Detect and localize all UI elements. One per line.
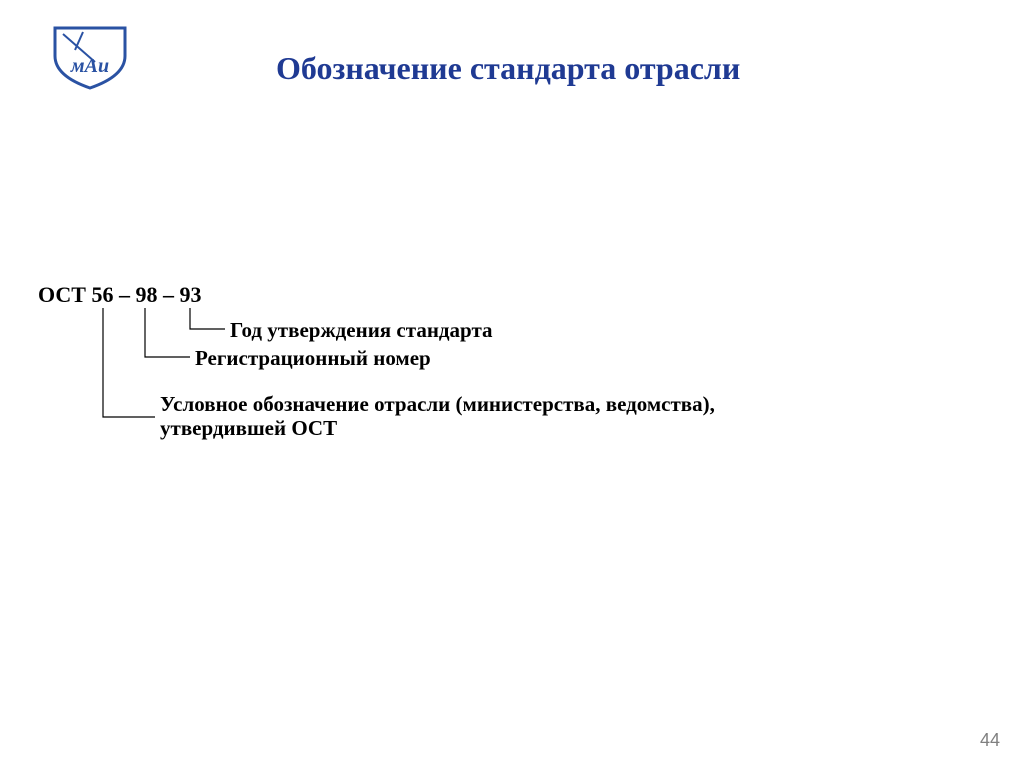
- connector-1: [145, 308, 190, 357]
- page-number: 44: [980, 730, 1000, 751]
- connector-2: [190, 308, 225, 329]
- connector-0: [103, 308, 155, 417]
- connector-lines: [0, 0, 1024, 767]
